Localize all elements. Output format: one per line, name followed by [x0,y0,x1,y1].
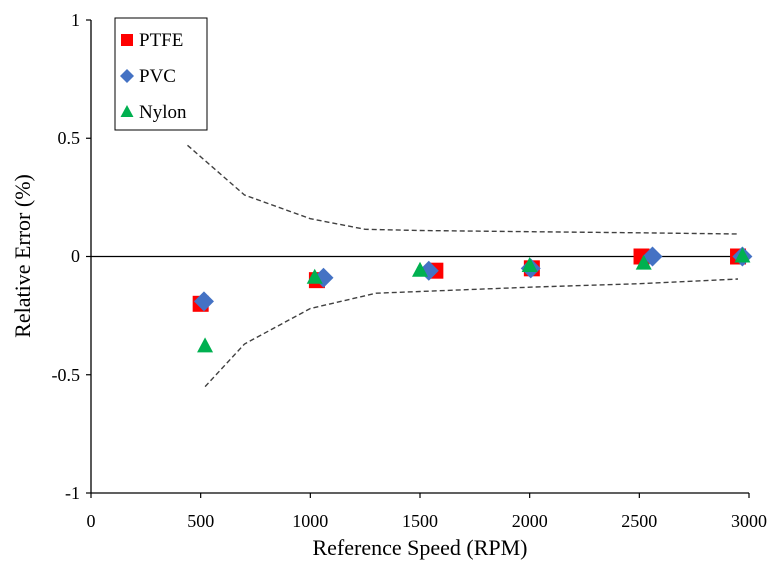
legend: PTFE PVC Nylon [114,17,208,131]
nylon-point-2 [412,261,428,277]
x-tick-label-0: 0 [87,511,96,531]
nylon-point-0 [197,337,214,353]
legend-symbol-ptfe [121,34,133,46]
envelope-lower-line [204,278,739,388]
legend-symbol-nylon [120,105,134,117]
x-axis-title: Reference Speed (RPM) [312,535,527,560]
y-axis-title: Relative Error (%) [10,174,35,338]
y-tick-label-neg1: -1 [65,483,80,503]
y-tick-marks [86,19,91,494]
y-tick-label-neg0.5: -0.5 [52,365,81,385]
legend-label-pvc: PVC [139,66,176,87]
y-tick-label-1: 1 [71,10,80,30]
legend-label-ptfe: PTFE [139,30,183,51]
legend-label-nylon: Nylon [139,102,187,123]
x-tick-label-1000: 1000 [292,511,328,531]
legend-symbol-pvc [120,69,134,83]
y-tick-label-0.5: 0.5 [58,128,81,148]
x-tick-label-1500: 1500 [402,511,438,531]
envelope-lines [187,144,739,388]
y-tick-labels: 1 0.5 0 -0.5 -1 [52,10,81,503]
nylon-point-1 [306,268,323,284]
x-tick-label-2500: 2500 [621,511,657,531]
nylon-point-4 [635,254,652,270]
x-tick-marks [90,493,750,498]
nylon-point-5 [734,247,751,263]
x-tick-label-3000: 3000 [731,511,767,531]
pvc-point-4 [642,246,663,267]
pvc-point-0 [193,291,214,312]
x-tick-label-500: 500 [187,511,214,531]
legend-symbols [120,34,134,117]
y-tick-label-0: 0 [71,246,80,266]
nylon-point-3 [521,256,538,272]
envelope-upper-line [187,144,739,235]
data-markers [192,246,753,353]
x-tick-labels: 0 500 1000 1500 2000 2500 3000 [87,511,768,531]
x-tick-label-2000: 2000 [512,511,548,531]
plot-area [86,19,753,498]
